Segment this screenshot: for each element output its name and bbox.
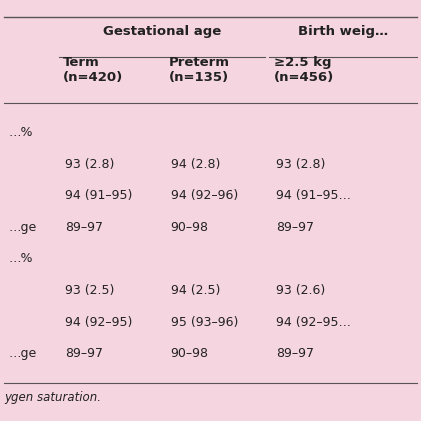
Text: 94 (92–96): 94 (92–96) <box>171 189 238 202</box>
Text: 94 (91–95…: 94 (91–95… <box>276 189 351 202</box>
Text: Gestational age: Gestational age <box>103 25 221 38</box>
Text: …%: …% <box>8 253 33 265</box>
Text: Preterm
(n=135): Preterm (n=135) <box>168 56 229 84</box>
Text: 93 (2.6): 93 (2.6) <box>276 284 325 297</box>
Text: 90–98: 90–98 <box>171 221 208 234</box>
Text: 95 (93–96): 95 (93–96) <box>171 316 238 328</box>
Text: …ge: …ge <box>8 221 37 234</box>
Text: Birth weig…: Birth weig… <box>298 25 388 38</box>
Text: ≥2.5 kg
(n=456): ≥2.5 kg (n=456) <box>274 56 334 84</box>
Text: 90–98: 90–98 <box>171 347 208 360</box>
Text: 89–97: 89–97 <box>65 347 103 360</box>
Text: 94 (92–95): 94 (92–95) <box>65 316 133 328</box>
Text: …%: …% <box>8 126 33 139</box>
Text: ygen saturation.: ygen saturation. <box>4 392 101 404</box>
Text: 94 (92–95…: 94 (92–95… <box>276 316 351 328</box>
Text: 94 (2.8): 94 (2.8) <box>171 158 220 171</box>
Text: 94 (91–95): 94 (91–95) <box>65 189 133 202</box>
Text: 93 (2.5): 93 (2.5) <box>65 284 115 297</box>
Text: …ge: …ge <box>8 347 37 360</box>
Text: 89–97: 89–97 <box>65 221 103 234</box>
Text: 89–97: 89–97 <box>276 221 314 234</box>
Text: 94 (2.5): 94 (2.5) <box>171 284 220 297</box>
Text: 93 (2.8): 93 (2.8) <box>276 158 325 171</box>
Text: Term
(n=420): Term (n=420) <box>63 56 123 84</box>
Text: 93 (2.8): 93 (2.8) <box>65 158 115 171</box>
Text: 89–97: 89–97 <box>276 347 314 360</box>
